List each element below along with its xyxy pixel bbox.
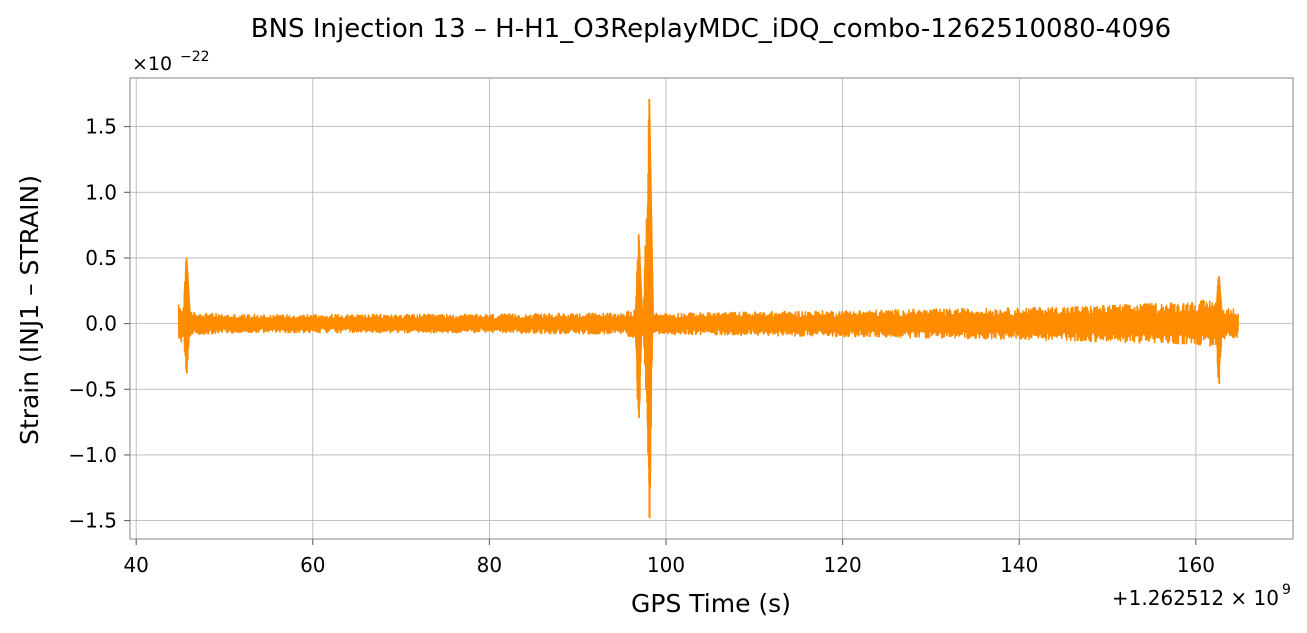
x-tick-label: 40: [123, 553, 148, 577]
strain-spike: [1214, 276, 1224, 385]
y-scale-exponent: −22: [180, 49, 210, 65]
strain-spike: [633, 234, 644, 419]
y-tick-label: −0.5: [68, 377, 117, 401]
x-axis-label: GPS Time (s): [631, 589, 791, 618]
strain-series-line: [177, 299, 1240, 347]
y-scale-base: ×10: [132, 53, 172, 75]
y-tick-label: −1.5: [68, 509, 117, 533]
x-offset-exponent: 9: [1282, 582, 1291, 598]
plot-area: [177, 98, 1240, 518]
axes-frame: [129, 77, 1294, 540]
x-offset-label: +1.262512 × 10 9: [1112, 582, 1291, 610]
strain-spike: [644, 98, 655, 518]
y-tick-label: 0.5: [85, 246, 117, 270]
y-tick-label: 1.5: [85, 115, 117, 139]
x-tick-label: 60: [300, 553, 325, 577]
x-offset-base: +1.262512 × 10: [1112, 586, 1279, 610]
x-tick-label: 100: [647, 553, 685, 577]
y-axis-label: Strain (INJ1 – STRAIN): [15, 175, 44, 445]
y-tick-label: 1.0: [85, 180, 117, 204]
y-tick-label: 0.0: [85, 312, 117, 336]
x-tick-label: 160: [1177, 553, 1215, 577]
x-tick-label: 80: [477, 553, 502, 577]
y-tick-label: −1.0: [68, 443, 117, 467]
strain-spike: [181, 257, 192, 374]
x-tick-label: 140: [1000, 553, 1038, 577]
x-tick-label: 120: [824, 553, 862, 577]
ticks: 40 60 80 100 120 140 160 −1.5 −1.0 −0.5 0.0 0.5 1.0 1…: [68, 115, 1215, 577]
chart-title: BNS Injection 13 – H-H1_O3ReplayMDC_iDQ_…: [251, 14, 1171, 44]
y-scale-multiplier: ×10 −22: [132, 49, 210, 75]
